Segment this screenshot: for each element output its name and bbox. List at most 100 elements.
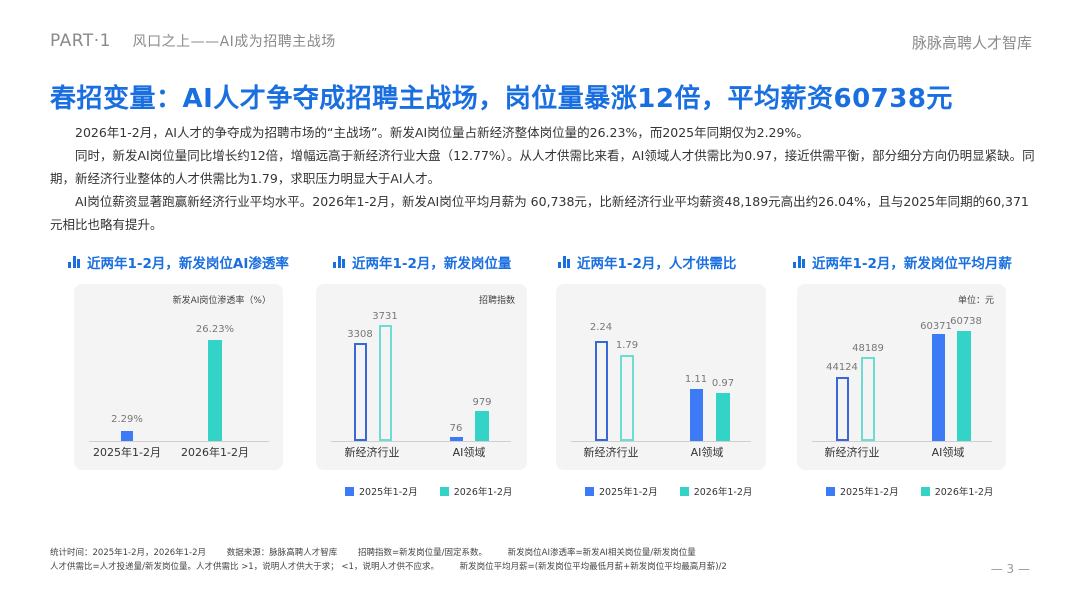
chart-title-text: 近两年1-2月，新发岗位平均月薪: [812, 256, 1012, 272]
x-axis: [331, 441, 511, 442]
bar-ai-2026: [475, 411, 489, 441]
legend-swatch: [585, 486, 594, 496]
category-label: 2025年1-2月: [93, 446, 161, 459]
paragraph: 同时，新发AI岗位量同比增长约12倍，增幅远高于新经济行业大盘（12.77%）。…: [50, 148, 1035, 186]
value-label: 0.97: [711, 378, 735, 389]
body-text: 2026年1-2月，AI人才的争夺成为招聘市场的“主战场”。新发AI岗位量占新经…: [50, 121, 1035, 236]
category-label: 新经济行业: [583, 446, 639, 459]
chart-panel-salary: 单位：元 44124 48189 60371 60738 新经济行业 AI领域: [797, 284, 1006, 470]
bar-new-economy-2025: [836, 377, 849, 441]
bar-chart-icon: [558, 256, 570, 268]
part-label: PART·1: [50, 31, 111, 51]
bar-ai-2026: [716, 393, 730, 441]
unit-label: 新发AI岗位渗透率（%）: [172, 296, 271, 306]
paragraph: 2026年1-2月，AI人才的争夺成为招聘市场的“主战场”。新发AI岗位量占新经…: [75, 125, 809, 140]
plot-area: 44124 48189 60371 60738: [812, 316, 992, 441]
part-header: PART·1 风口之上——AI成为招聘主战场: [50, 31, 336, 51]
bar-new-economy-2025: [595, 341, 608, 441]
legend-item-2025: 2025年1-2月: [826, 484, 899, 498]
section-title: 风口之上——AI成为招聘主战场: [132, 34, 336, 50]
category-label: AI领域: [931, 446, 965, 459]
bar-chart-icon: [68, 256, 80, 268]
x-axis: [89, 441, 269, 442]
bar-new-economy-2026: [379, 325, 392, 441]
chart-title-postings: 近两年1-2月，新发岗位量: [333, 252, 511, 272]
legend-label: 2026年1-2月: [453, 487, 513, 498]
legend-swatch: [679, 486, 689, 496]
bar-ai-2026: [957, 331, 971, 441]
chart-title-text: 近两年1-2月，新发岗位量: [352, 256, 512, 272]
legend-postings: 2025年1-2月 2026年1-2月: [345, 484, 512, 498]
chart-title-text: 近两年1-2月，人才供需比: [577, 256, 737, 272]
footnote: 新发岗位AI渗透率=新发AI相关岗位量/新发岗位量: [507, 548, 696, 558]
bar-2026: [208, 340, 222, 441]
category-label: 2026年1-2月: [181, 446, 249, 459]
category-label: AI领域: [452, 446, 486, 459]
footnote: 人才供需比=人才投递量/新发岗位量。人才供需比 >1，说明人才供大于求； <1，…: [50, 562, 439, 572]
brand-label: 脉脉高聘人才智库: [911, 34, 1032, 52]
chart-panel-postings: 招聘指数 3308 3731 76 979 新经济行业 AI领域: [316, 284, 527, 470]
bar-new-economy-2026: [620, 355, 634, 441]
legend-salary: 2025年1-2月 2026年1-2月: [826, 484, 993, 498]
chart-title-penetration: 近两年1-2月，新发岗位AI渗透率: [68, 252, 289, 272]
legend-item-2025: 2025年1-2月: [345, 484, 418, 498]
legend-supply-demand: 2025年1-2月 2026年1-2月: [585, 484, 752, 498]
paragraph: AI岗位薪资显著跑赢新经济行业平均水平。2026年1-2月，新发AI岗位平均月薪…: [50, 194, 1029, 232]
value-label: 979: [472, 397, 492, 408]
legend-item-2026: 2026年1-2月: [679, 484, 753, 498]
value-label: 2.29%: [111, 414, 143, 425]
footnote: 招聘指数=新发岗位量/固定系数。: [357, 548, 487, 558]
value-label: 76: [449, 423, 463, 434]
legend-label: 2026年1-2月: [693, 487, 753, 498]
value-label: 26.23%: [195, 324, 235, 335]
bar-ai-2025: [690, 389, 703, 441]
footnote-line: 统计时间：2025年1-2月，2026年1-2月 数据来源：脉脉高聘人才智库 招…: [50, 546, 745, 560]
value-label: 44124: [826, 362, 858, 373]
chart-title-text: 近两年1-2月，新发岗位AI渗透率: [87, 256, 289, 272]
value-label: 1.79: [615, 340, 639, 351]
page-title: 春招变量：AI人才争夺成招聘主战场，岗位量暴涨12倍，平均薪资60738元: [50, 84, 953, 114]
legend-swatch: [826, 486, 835, 496]
category-label: 新经济行业: [824, 446, 880, 459]
page-number: — 3 —: [990, 562, 1030, 576]
bar-2025: [121, 431, 133, 441]
chart-title-supply-demand: 近两年1-2月，人才供需比: [558, 252, 736, 272]
plot-area: 2.24 1.79 1.11 0.97: [571, 322, 751, 441]
legend-label: 2025年1-2月: [840, 487, 899, 498]
value-label: 2.24: [589, 322, 613, 333]
legend-swatch: [345, 486, 354, 496]
value-label: 60738: [950, 316, 982, 327]
category-label: AI领域: [690, 446, 724, 459]
x-axis: [571, 441, 751, 442]
bar-new-economy-2025: [354, 343, 367, 441]
x-axis: [812, 441, 992, 442]
legend-item-2026: 2026年1-2月: [439, 484, 513, 498]
bar-chart-icon: [793, 256, 805, 268]
footnotes: 统计时间：2025年1-2月，2026年1-2月 数据来源：脉脉高聘人才智库 招…: [50, 546, 745, 574]
legend-label: 2025年1-2月: [359, 487, 418, 498]
plot-area: 2.29% 26.23%: [89, 324, 269, 441]
legend-label: 2025年1-2月: [599, 487, 658, 498]
unit-label: 招聘指数: [478, 296, 515, 306]
value-label: 3731: [372, 311, 398, 322]
value-label: 1.11: [684, 374, 708, 385]
value-label: 60371: [920, 321, 952, 332]
plot-area: 3308 3731 76 979: [331, 311, 511, 441]
bar-new-economy-2026: [861, 357, 875, 441]
value-label: 3308: [347, 329, 373, 340]
unit-label: 单位：元: [957, 296, 994, 306]
bar-ai-2025: [450, 437, 463, 441]
bar-chart-icon: [333, 256, 345, 268]
chart-title-salary: 近两年1-2月，新发岗位平均月薪: [793, 252, 1012, 272]
footnote: 数据来源：脉脉高聘人才智库: [226, 548, 338, 558]
footnote: 统计时间：2025年1-2月，2026年1-2月: [50, 548, 207, 558]
legend-swatch: [439, 486, 449, 496]
bar-ai-2025: [932, 334, 945, 441]
legend-item-2025: 2025年1-2月: [585, 484, 658, 498]
chart-panel-penetration: 新发AI岗位渗透率（%） 2.29% 26.23% 2025年1-2月 2026…: [74, 284, 283, 470]
chart-panel-supply-demand: 2.24 1.79 1.11 0.97 新经济行业 AI领域: [556, 284, 766, 470]
footnote: 新发岗位平均月薪=(新发岗位平均最低月薪+新发岗位平均最高月薪)/2: [459, 562, 727, 572]
legend-item-2026: 2026年1-2月: [920, 484, 994, 498]
legend-swatch: [920, 486, 930, 496]
legend-label: 2026年1-2月: [934, 487, 994, 498]
